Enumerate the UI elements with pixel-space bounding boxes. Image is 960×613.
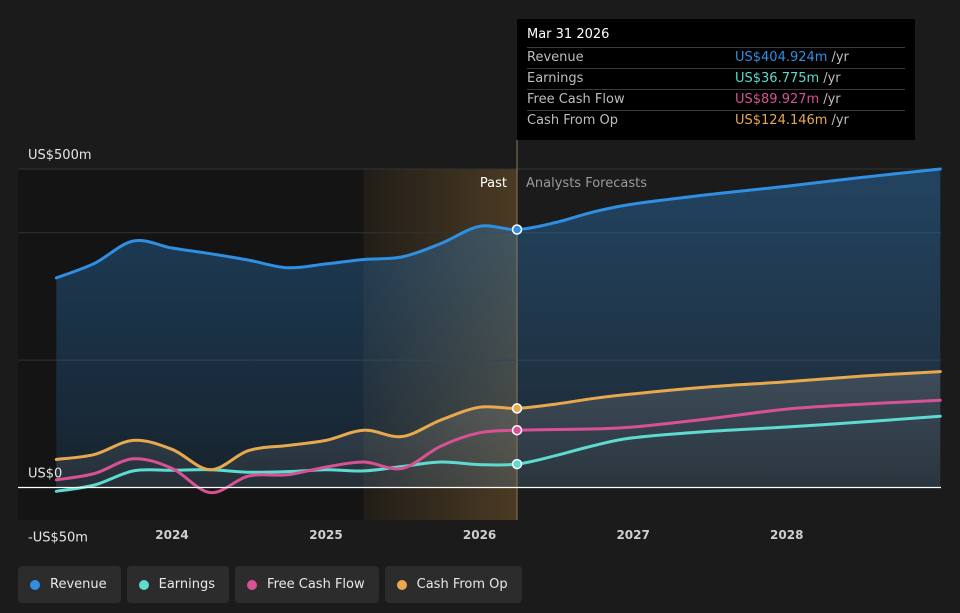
- forecast-label: Analysts Forecasts: [526, 176, 647, 191]
- past-label: Past: [480, 176, 507, 191]
- y-tick-label: -US$50m: [28, 530, 88, 545]
- tooltip-row-value: US$36.775m: [735, 71, 820, 86]
- x-tick-label: 2025: [309, 528, 342, 542]
- legend-dot-icon: [30, 579, 40, 590]
- earnings-marker: [511, 458, 523, 470]
- legend-label: Earnings: [158, 577, 216, 592]
- tooltip-row-unit: /yr: [823, 71, 841, 86]
- tooltip-rows: Revenue US$404.924m/yr Earnings US$36.775m /…: [527, 47, 905, 131]
- free-cash-flow-line: [54, 398, 942, 495]
- tooltip-date: Mar 31 2026: [527, 27, 610, 42]
- legend-dot-icon: [138, 579, 149, 590]
- earnings-line: [54, 414, 942, 493]
- legend-item-revenue[interactable]: Revenue: [18, 566, 121, 603]
- legend-label: Free Cash Flow: [267, 577, 365, 592]
- x-axis-labels: 2024 2025 2026 2027 2028: [155, 528, 803, 542]
- tooltip-row-unit: /yr: [831, 50, 849, 65]
- revenue-line: [54, 167, 942, 280]
- legend: Revenue Earnings Free Cash Flow Cash From O…: [18, 566, 522, 603]
- tooltip-row: Cash From Op US$124.146m/yr: [527, 110, 905, 131]
- tooltip-row-value: US$89.927m: [735, 92, 820, 107]
- tooltip-row: Earnings US$36.775m/yr: [527, 68, 905, 89]
- x-tick-label: 2026: [463, 528, 496, 542]
- tooltip-row-name: Earnings: [527, 71, 584, 86]
- revenue-marker: [511, 224, 523, 235]
- legend-item-cash-from-op[interactable]: Cash From Op: [384, 566, 522, 603]
- x-tick-label: 2027: [616, 528, 649, 542]
- tooltip-row-name: Free Cash Flow: [527, 92, 625, 107]
- x-tick-label: 2028: [770, 528, 803, 542]
- legend-item-earnings[interactable]: Earnings: [126, 566, 230, 603]
- x-tick-label: 2024: [155, 528, 188, 542]
- y-tick-label: US$0: [28, 467, 62, 482]
- free-cash-flow-marker: [511, 424, 523, 436]
- legend-label: Revenue: [50, 577, 107, 592]
- legend-item-free-cash-flow[interactable]: Free Cash Flow: [235, 566, 379, 603]
- y-axis-labels: US$500m US$0 -US$50m: [28, 148, 92, 545]
- tooltip-row-name: Cash From Op: [527, 113, 619, 128]
- tooltip-panel: Mar 31 2026 Revenue US$404.924m/yr Earning…: [517, 19, 915, 140]
- tooltip-row: Revenue US$404.924m/yr: [527, 47, 905, 68]
- y-tick-label: US$500m: [28, 148, 92, 163]
- legend-dot-icon: [247, 579, 258, 590]
- tooltip-row-value: US$404.924m: [735, 50, 828, 65]
- cash-from-op-line: [54, 370, 942, 472]
- legend-dot-icon: [396, 579, 407, 590]
- cash-from-op-marker: [511, 403, 523, 414]
- tooltip-markers: [511, 224, 523, 470]
- series-lines: [54, 167, 942, 495]
- tooltip-row: Free Cash Flow US$89.927m/yr: [527, 89, 905, 110]
- tooltip-row-value: US$124.146m: [735, 113, 828, 128]
- tooltip-row-name: Revenue: [527, 50, 584, 65]
- tooltip-row-unit: /yr: [823, 92, 841, 107]
- legend-label: Cash From Op: [416, 577, 508, 592]
- tooltip-row-unit: /yr: [831, 113, 849, 128]
